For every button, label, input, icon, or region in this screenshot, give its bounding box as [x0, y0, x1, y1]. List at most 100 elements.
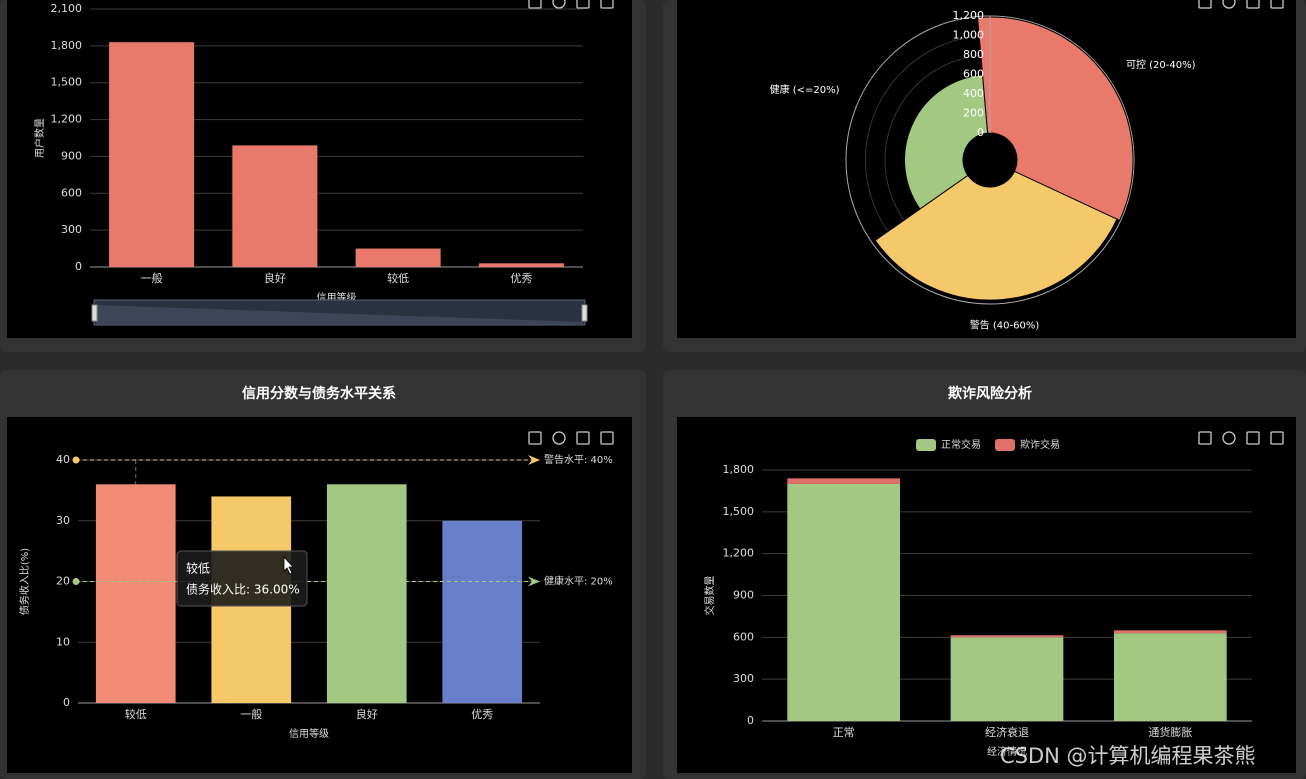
bar: [355, 248, 441, 267]
y-tick-label: 1,500: [723, 505, 755, 518]
bar: [478, 263, 564, 267]
x-tick-label: 优秀: [471, 708, 493, 721]
toolbar-icon[interactable]: [1246, 0, 1260, 9]
y-tick-label: 300: [733, 672, 754, 685]
rose-sector: [976, 16, 1134, 222]
rose-sector: [874, 170, 1118, 301]
data-zoom-shadow: [96, 305, 583, 324]
y-tick-label: 30: [56, 514, 70, 527]
y-tick-label: 0: [75, 260, 82, 273]
chart-area: [7, 0, 632, 338]
mark-line-start: [72, 456, 80, 464]
toolbar-icon[interactable]: [1246, 431, 1260, 445]
mark-line-arrow: [528, 455, 540, 465]
sector-label: 健康 (<=20%): [770, 83, 840, 96]
toolbar-icon[interactable]: [1222, 0, 1236, 9]
y-tick-label: 900: [733, 589, 754, 602]
y-tick-label: 1,800: [51, 39, 83, 52]
toolbar-icon[interactable]: [1222, 431, 1236, 445]
y-tick-label: 2,100: [51, 2, 83, 15]
toolbar-icon[interactable]: [1270, 0, 1284, 9]
tooltip-text: 债务收入比: 36.00%: [186, 582, 300, 597]
bar: [442, 520, 523, 703]
legend-label[interactable]: 正常交易: [941, 438, 981, 451]
y-tick-label: 900: [61, 149, 82, 162]
x-tick-label: 良好: [356, 707, 378, 721]
x-tick-label: 较低: [387, 271, 409, 285]
cursor: [283, 555, 294, 575]
r-tick-label: 200: [963, 107, 984, 120]
y-tick-label: 0: [63, 696, 70, 709]
mark-line-label: 警告水平: 40%: [544, 453, 613, 466]
bar-segment: [950, 637, 1064, 721]
watermark: CSDN @计算机编程果茶熊: [1000, 744, 1256, 768]
toolbar-icon[interactable]: [1198, 0, 1212, 9]
x-tick-label: 经济衰退: [985, 725, 1029, 739]
y-tick-label: 40: [56, 453, 70, 466]
toolbar-icon[interactable]: [1270, 431, 1284, 445]
toolbar-icon[interactable]: [600, 0, 614, 9]
y-tick-label: 600: [61, 186, 82, 199]
bar: [95, 484, 176, 703]
y-tick-label: 1,500: [51, 76, 83, 89]
x-tick-label: 正常: [833, 726, 855, 739]
x-tick-label: 通货膨胀: [1148, 725, 1192, 739]
bar: [232, 145, 318, 267]
y-tick-label: 300: [61, 223, 82, 236]
panel-title: 欺诈风险分析: [948, 385, 1032, 402]
x-tick-label: 一般: [240, 708, 262, 721]
y-tick-label: 1,200: [723, 547, 755, 560]
r-tick-label: 600: [963, 68, 984, 81]
y-tick-label: 1,200: [51, 113, 83, 126]
sector-label: 警告 (40-60%): [970, 318, 1040, 331]
bar-segment: [1113, 633, 1227, 721]
r-tick-label: 800: [963, 48, 984, 61]
bar-segment: [787, 478, 901, 484]
toolbar-icon[interactable]: [600, 431, 614, 445]
r-tick-label: 0: [977, 126, 984, 139]
mark-line-label: 健康水平: 20%: [544, 575, 613, 588]
rose-sector: [904, 74, 989, 210]
x-tick-label: 较低: [125, 707, 147, 721]
panel-title: 信用分数与债务水平关系: [242, 385, 396, 402]
bar-segment: [1113, 630, 1227, 634]
x-tick-label: 良好: [264, 271, 286, 285]
y-axis-title: 用户数量: [33, 118, 46, 158]
bar-segment: [787, 483, 901, 721]
toolbar-icon[interactable]: [576, 0, 590, 9]
y-tick-label: 0: [747, 714, 754, 727]
mark-line-arrow: [528, 576, 540, 587]
toolbar-icon[interactable]: [576, 431, 590, 445]
y-tick-label: 10: [56, 635, 70, 648]
toolbar-icon[interactable]: [552, 431, 566, 445]
r-tick-label: 1,200: [953, 9, 985, 22]
tooltip: [176, 550, 308, 607]
sector-label: 可控 (20-40%): [1126, 58, 1196, 71]
y-axis-title: 债务收入比(%): [18, 548, 31, 615]
legend-swatch[interactable]: [995, 439, 1015, 451]
y-tick-label: 20: [56, 575, 70, 588]
toolbar-icon[interactable]: [528, 431, 542, 445]
bar: [326, 484, 407, 703]
legend-swatch[interactable]: [916, 439, 936, 451]
tooltip-title: 较低: [186, 561, 210, 576]
r-tick-label: 1,000: [953, 29, 985, 42]
data-zoom-handle[interactable]: [91, 304, 98, 322]
r-tick-label: 400: [963, 87, 984, 100]
bar-segment: [950, 635, 1064, 638]
x-tick-label: 一般: [141, 272, 163, 285]
legend-label[interactable]: 欺诈交易: [1020, 438, 1060, 451]
mark-line-start: [72, 578, 80, 585]
data-zoom-handle[interactable]: [581, 304, 588, 322]
x-tick-label: 优秀: [510, 272, 532, 285]
y-axis-title: 交易数量: [703, 576, 716, 616]
y-tick-label: 1,800: [723, 463, 755, 476]
toolbar-icon[interactable]: [552, 0, 566, 9]
x-axis-title: 信用等级: [289, 727, 329, 740]
toolbar-icon[interactable]: [1198, 431, 1212, 445]
x-axis-title: 经济情况: [987, 745, 1027, 758]
toolbar-icon[interactable]: [528, 0, 542, 9]
y-tick-label: 600: [733, 630, 754, 643]
bar: [109, 42, 195, 267]
